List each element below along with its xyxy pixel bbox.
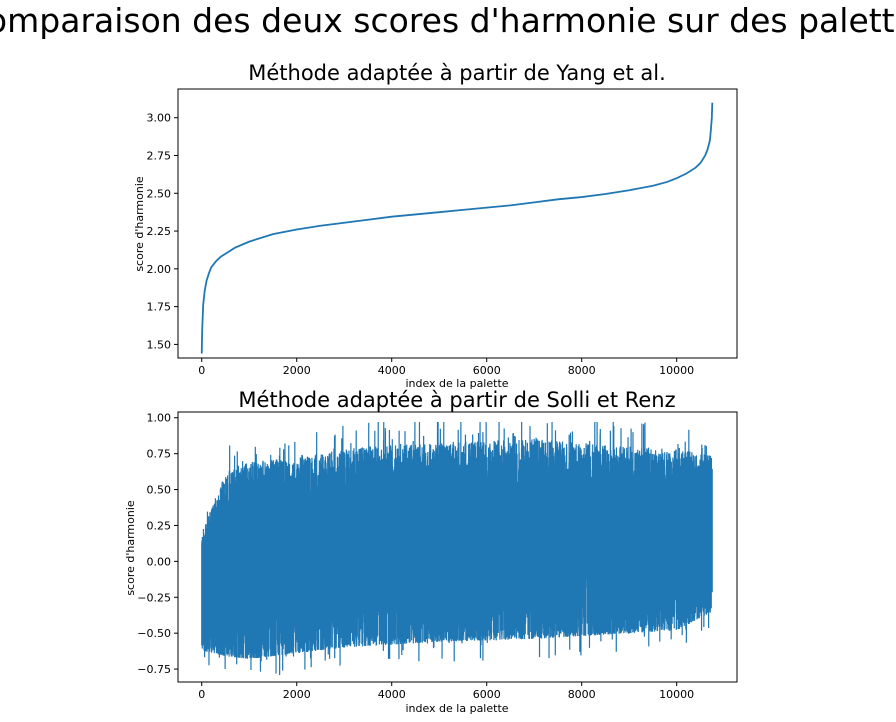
- solli-series-line: [201, 422, 713, 676]
- figure-title: Comparaison des deux scores d'harmonie s…: [0, 1, 896, 40]
- yang-x-axis-label: index de la palette: [405, 377, 508, 390]
- solli-y-tick-label: −0.50: [137, 627, 171, 640]
- solli-x-tick-label: 10000: [659, 688, 694, 701]
- yang-x-tick-label: 4000: [378, 364, 406, 377]
- solli-y-tick-label: 0.50: [147, 484, 172, 497]
- yang-y-axis-label: score d'harmonie: [133, 176, 146, 272]
- solli-x-tick-label: 4000: [378, 688, 406, 701]
- solli-axes-frame: [177, 411, 738, 683]
- yang-x-tick-label: 2000: [283, 364, 311, 377]
- solli-y-tick-label: 1.00: [147, 412, 172, 425]
- yang-y-tick-label: 1.50: [147, 338, 172, 351]
- yang-x-tick-label: 6000: [473, 364, 501, 377]
- chart-title-solli: Méthode adaptée à partir de Solli et Ren…: [238, 388, 675, 412]
- yang-y-tick-label: 2.50: [147, 187, 172, 200]
- solli-x-tick-label: 8000: [568, 688, 596, 701]
- yang-x-tick-label: 8000: [568, 364, 596, 377]
- solli-x-axis-label: index de la palette: [405, 702, 508, 715]
- yang-y-tick-label: 2.25: [147, 225, 172, 238]
- yang-x-tick-label: 0: [198, 364, 205, 377]
- yang-axes-frame: [177, 88, 738, 359]
- solli-x-tick-label: 2000: [283, 688, 311, 701]
- yang-y-tick-label: 1.75: [147, 301, 172, 314]
- yang-y-tick-label: 3.00: [147, 112, 172, 125]
- solli-y-tick-label: −0.25: [137, 591, 171, 604]
- solli-y-axis-label: score d'harmonie: [124, 500, 137, 596]
- solli-x-tick-label: 6000: [473, 688, 501, 701]
- yang-y-tick-label: 2.00: [147, 263, 172, 276]
- yang-ticks: 0 2000 4000 6000 8000 10000 1.50 1.75 2.00 2.25 2.…: [147, 112, 695, 377]
- solli-y-tick-label: 0.00: [147, 555, 172, 568]
- yang-y-tick-label: 2.75: [147, 149, 172, 162]
- solli-ticks: 0 2000 4000 6000 8000 10000 −0.75 −0.50 −0.25 0.0…: [137, 412, 694, 701]
- chart-title-yang: Méthode adaptée à partir de Yang et al.: [248, 61, 666, 85]
- yang-series-line: [200, 102, 714, 354]
- panel-yang: Méthode adaptée à partir de Yang et al. …: [133, 61, 738, 390]
- solli-x-tick-label: 0: [198, 688, 205, 701]
- panel-solli: Méthode adaptée à partir de Solli et Ren…: [124, 388, 738, 715]
- solli-y-tick-label: −0.75: [137, 663, 171, 676]
- solli-y-tick-label: 0.25: [147, 519, 172, 532]
- solli-y-tick-label: 0.75: [147, 448, 172, 461]
- yang-x-tick-label: 10000: [659, 364, 694, 377]
